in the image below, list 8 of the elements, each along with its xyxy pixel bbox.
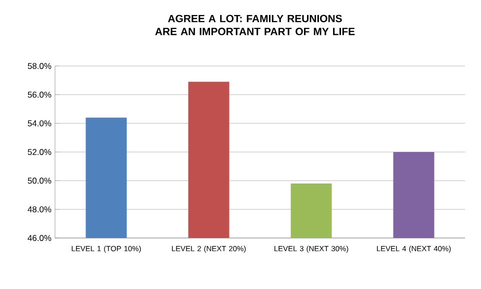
y-tick-label: 48.0% — [28, 206, 52, 212]
y-tick-label: 58.0% — [28, 63, 52, 69]
y-tick-label: 46.0% — [28, 235, 52, 241]
y-tick-label: 50.0% — [28, 178, 52, 184]
y-tick-label: 56.0% — [28, 92, 52, 98]
chart-title: AGREE A LOT: FAMILY REUNIONS ARE AN IMPORTANT PART OF MY LIFE — [155, 14, 355, 36]
y-tick-label: 52.0% — [28, 149, 52, 155]
y-tick-label: 54.0% — [28, 120, 52, 126]
